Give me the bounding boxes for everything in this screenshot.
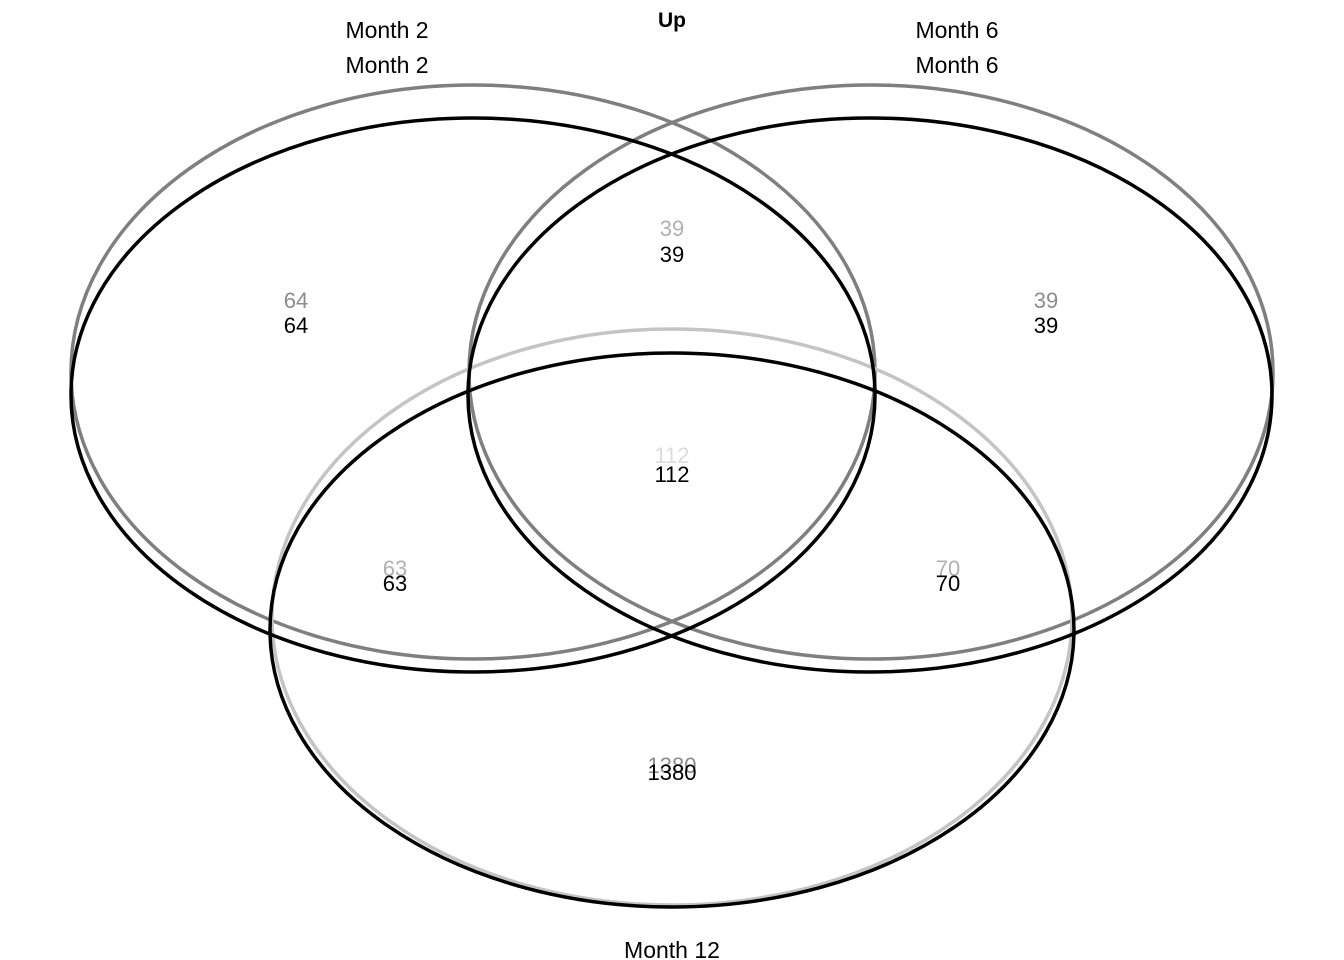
primary-counts: 64 39 39 112 63 70 1380 bbox=[284, 242, 1058, 785]
set-month12-label: Month 12 bbox=[624, 937, 720, 960]
count-month12-only: 1380 bbox=[648, 760, 697, 785]
count-month2-only-shadow: 64 bbox=[284, 288, 308, 313]
count-month6-month12: 70 bbox=[936, 571, 960, 596]
shadow-counts: 64 39 39 112 63 70 1380 bbox=[284, 216, 1058, 778]
set-month6-label-shadow: Month 6 bbox=[915, 17, 998, 43]
count-all-three-shadow: 112 bbox=[654, 443, 689, 468]
count-month2-month12-shadow: 63 bbox=[383, 556, 407, 581]
count-month6-month12-shadow: 70 bbox=[936, 556, 960, 581]
set-month2-ellipse-shadow bbox=[69, 83, 877, 661]
count-all-three: 112 bbox=[654, 462, 689, 487]
set-month12-ellipse bbox=[268, 351, 1076, 909]
count-month12-only-shadow: 1380 bbox=[648, 753, 697, 778]
count-month2-month6: 39 bbox=[660, 242, 684, 267]
set-month6-label: Month 6 bbox=[915, 52, 998, 78]
set-month6-ellipse bbox=[466, 116, 1274, 674]
diagram-title: Up bbox=[658, 9, 686, 32]
count-month6-only: 39 bbox=[1034, 313, 1058, 338]
set-month12-ellipse-shadow bbox=[270, 327, 1074, 907]
primary-layer bbox=[69, 116, 1274, 909]
count-month2-month6-shadow: 39 bbox=[660, 216, 684, 241]
set-month2-label-shadow: Month 2 bbox=[345, 17, 428, 43]
count-month2-only: 64 bbox=[284, 313, 308, 338]
set-month6-ellipse-shadow bbox=[467, 83, 1275, 661]
count-month6-only-shadow: 39 bbox=[1034, 288, 1058, 313]
set-month2-ellipse bbox=[69, 116, 877, 674]
set-month2-label: Month 2 bbox=[345, 52, 428, 78]
count-month2-month12: 63 bbox=[383, 571, 407, 596]
